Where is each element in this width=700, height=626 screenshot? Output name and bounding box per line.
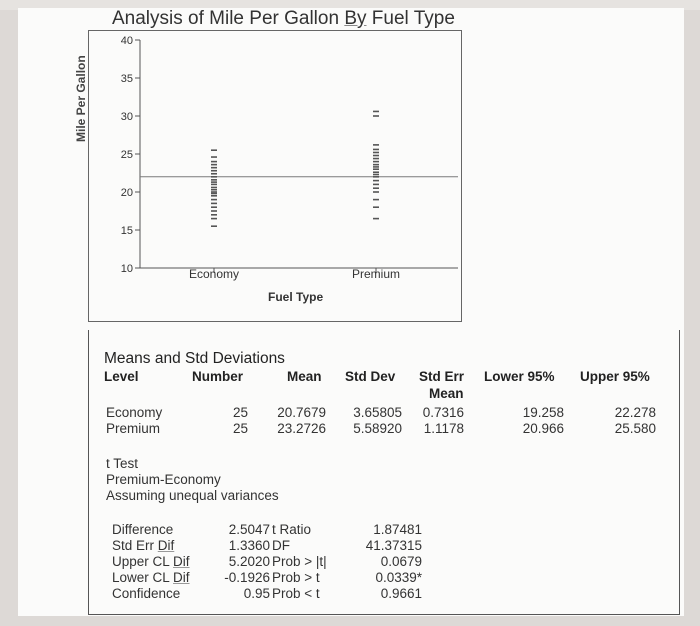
header-upper-95: Upper 95% (580, 369, 650, 384)
ttest-value: 5.2020 (228, 554, 270, 569)
row-upper-95: 22.278 (614, 405, 656, 420)
row-level: Economy (106, 405, 163, 420)
photo-background (0, 0, 700, 10)
row-number: 25 (232, 405, 248, 420)
row-lower-95: 19.258 (522, 405, 564, 420)
ttest-stat-value: 0.0339* (375, 570, 422, 585)
row-upper-95: 25.580 (614, 421, 656, 436)
means-section-title: Means and Std Deviations (104, 350, 285, 367)
ttest-value: -0.1926 (224, 570, 270, 585)
ttest-stat-label: DF (272, 538, 290, 553)
ttest-stat-value: 41.37315 (365, 538, 422, 553)
chart-title: Analysis of Mile Per Gallon By Fuel Type (112, 8, 455, 30)
ttest-label: Lower CL Dif (112, 570, 190, 585)
chart-frame (88, 30, 462, 322)
row-std-err: 0.7316 (422, 405, 464, 420)
ttest-stat-value: 0.9661 (380, 586, 422, 601)
ttest-comparison: Premium-Economy (106, 472, 221, 487)
y-tick-label: 30 (121, 111, 133, 123)
header-mean: Mean (287, 369, 322, 384)
plot-area: 10 15 20 25 30 35 40 Economy Premium (121, 35, 458, 281)
row-mean: 20.7679 (277, 405, 326, 420)
ttest-title: t Test (106, 456, 139, 471)
ttest-label: Std Err Dif (112, 538, 175, 553)
y-axis-label: Mile Per Gallon (74, 55, 88, 142)
ttest-stat-label: Prob > t (272, 570, 320, 585)
row-std-err: 1.1178 (423, 421, 464, 436)
ttest-label: Upper CL Dif (112, 554, 190, 569)
report-panel-outline (88, 330, 680, 615)
x-tick-label: Premium (352, 267, 400, 281)
row-lower-95: 20.966 (522, 421, 564, 436)
row-number: 25 (232, 421, 248, 436)
y-tick-label: 10 (121, 263, 133, 275)
y-tick-label: 20 (121, 187, 133, 199)
y-tick-label: 15 (121, 225, 133, 237)
ttest-stat-label: Prob > |t| (272, 554, 327, 569)
header-std-err-mean: Mean (429, 386, 464, 401)
y-tick-label: 40 (121, 35, 133, 47)
header-std-dev: Std Dev (345, 369, 396, 384)
chart-title-text: Analysis of Mile Per Gallon By Fuel Type (112, 8, 455, 29)
x-tick-label: Economy (189, 267, 239, 281)
ttest-value: 1.3360 (228, 538, 270, 553)
y-tick-label: 25 (121, 149, 133, 161)
ttest-value: 2.5047 (228, 522, 270, 537)
ttest-stat-label: Prob < t (272, 586, 320, 601)
row-mean: 23.2726 (277, 421, 326, 436)
row-level: Premium (106, 421, 161, 436)
header-std-err: Std Err (419, 369, 465, 384)
y-tick-label: 35 (121, 73, 133, 85)
ttest-stat-label: t Ratio (272, 522, 312, 537)
row-std-dev: 3.65805 (353, 405, 402, 420)
x-axis-label: Fuel Type (268, 290, 324, 304)
ttest-stat-value: 0.0679 (380, 554, 422, 569)
row-std-dev: 5.58920 (353, 421, 402, 436)
header-lower-95: Lower 95% (484, 369, 555, 384)
ttest-assumption: Assuming unequal variances (106, 488, 279, 503)
ttest-stat-value: 1.87481 (373, 522, 422, 537)
ttest-label: Confidence (112, 586, 181, 601)
ttest-label: Difference (112, 522, 174, 537)
header-level: Level (104, 369, 139, 384)
ttest-value: 0.95 (243, 586, 270, 601)
header-number: Number (192, 369, 244, 384)
report-page (18, 8, 684, 616)
